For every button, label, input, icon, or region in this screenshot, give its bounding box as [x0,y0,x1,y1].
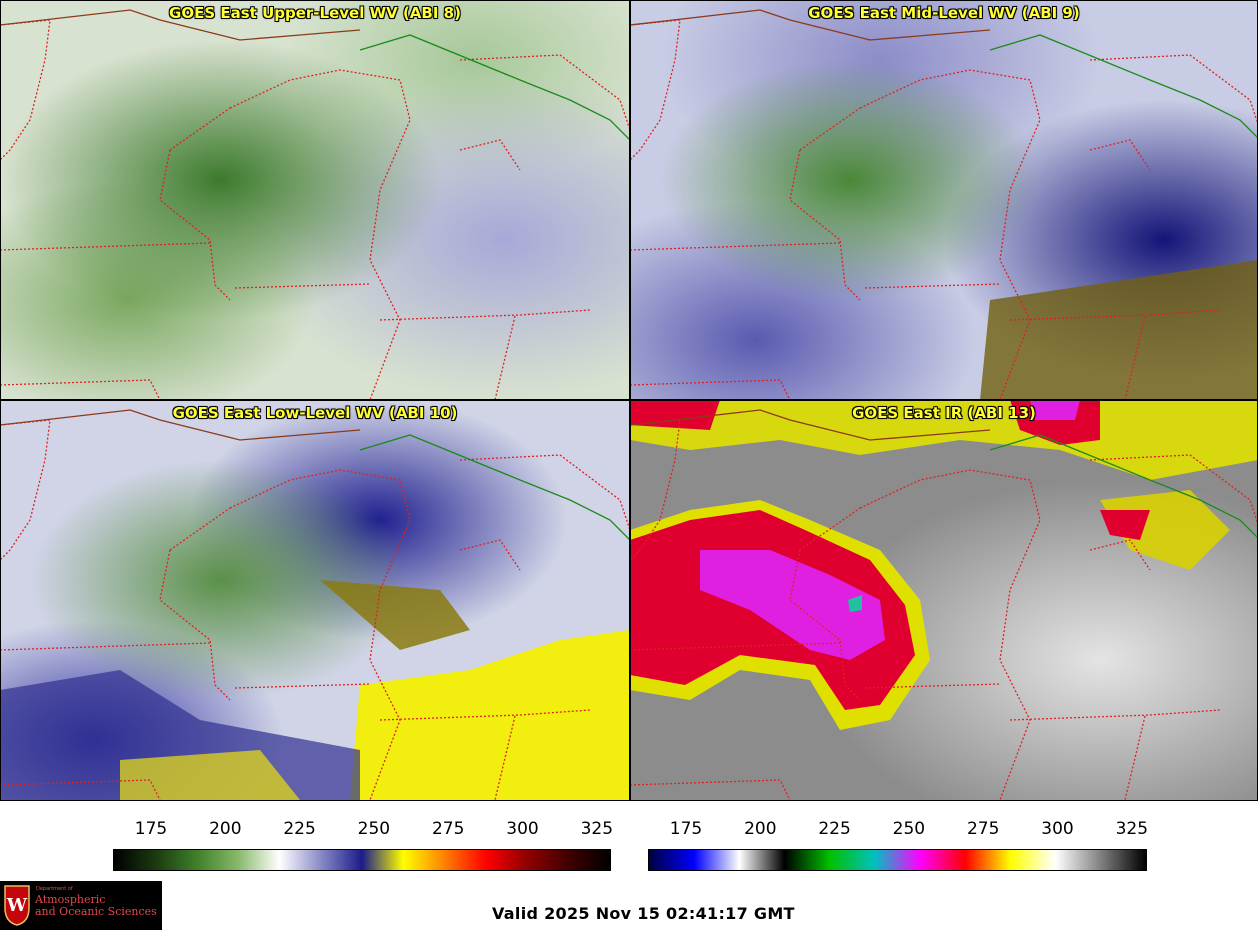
satellite-image-low [0,400,630,800]
colorbar-tick-label: 275 [431,819,465,839]
ir-colorbar-ticks: 175 200 225 250 275 300 325 [648,819,1149,843]
colorbar-tick-label: 225 [283,819,316,839]
uw-crest-icon: W [4,885,30,926]
map-borders [0,9,630,400]
logo-name-line2: and Oceanic Sciences [35,905,157,918]
wv-colorbar-ticks: 175 200 225 250 275 300 325 [113,819,614,843]
map-borders [630,409,1258,800]
panel-mid-level-wv: GOES East Mid-Level WV (ABI 9) [630,0,1258,400]
colorbar-tick-label: 325 [1115,819,1149,839]
colorbar-tick-label: 250 [357,819,391,839]
crest-letter: W [6,895,28,916]
logo-name-text: Atmospheric and Oceanic Sciences [35,894,157,918]
colorbar-tick-label: 200 [744,819,777,839]
colorbar-tick-label: 225 [818,819,851,839]
satellite-image-mid [630,0,1258,400]
logo-name-line1: Atmospheric [35,893,106,906]
colorbar-tick-label: 300 [506,819,539,839]
colorbar-tick-label: 325 [580,819,614,839]
colorbar-tick-label: 300 [1041,819,1074,839]
colorbar-tick-label: 275 [966,819,1000,839]
logo-department-text: Department of [36,886,73,892]
colorbar-tick-label: 250 [892,819,926,839]
panel-upper-level-wv: GOES East Upper-Level WV (ABI 8) [0,0,630,400]
panel-ir: GOES East IR (ABI 13) [630,400,1258,800]
aos-logo: W Department of Atmospheric and Oceanic … [0,881,162,930]
valid-time: Valid 2025 Nov 15 02:41:17 GMT [492,904,795,923]
colorbar-tick-label: 175 [134,819,168,839]
colorbar-tick-label: 175 [669,819,703,839]
map-borders [0,409,630,800]
colorbar-tick-label: 200 [209,819,242,839]
ir-colorbar [648,849,1147,871]
map-borders [630,9,1258,400]
satellite-image-ir [630,400,1258,800]
panel-low-level-wv: GOES East Low-Level WV (ABI 10) [0,400,630,800]
wv-colorbar [113,849,611,871]
satellite-image-upper [0,0,630,400]
